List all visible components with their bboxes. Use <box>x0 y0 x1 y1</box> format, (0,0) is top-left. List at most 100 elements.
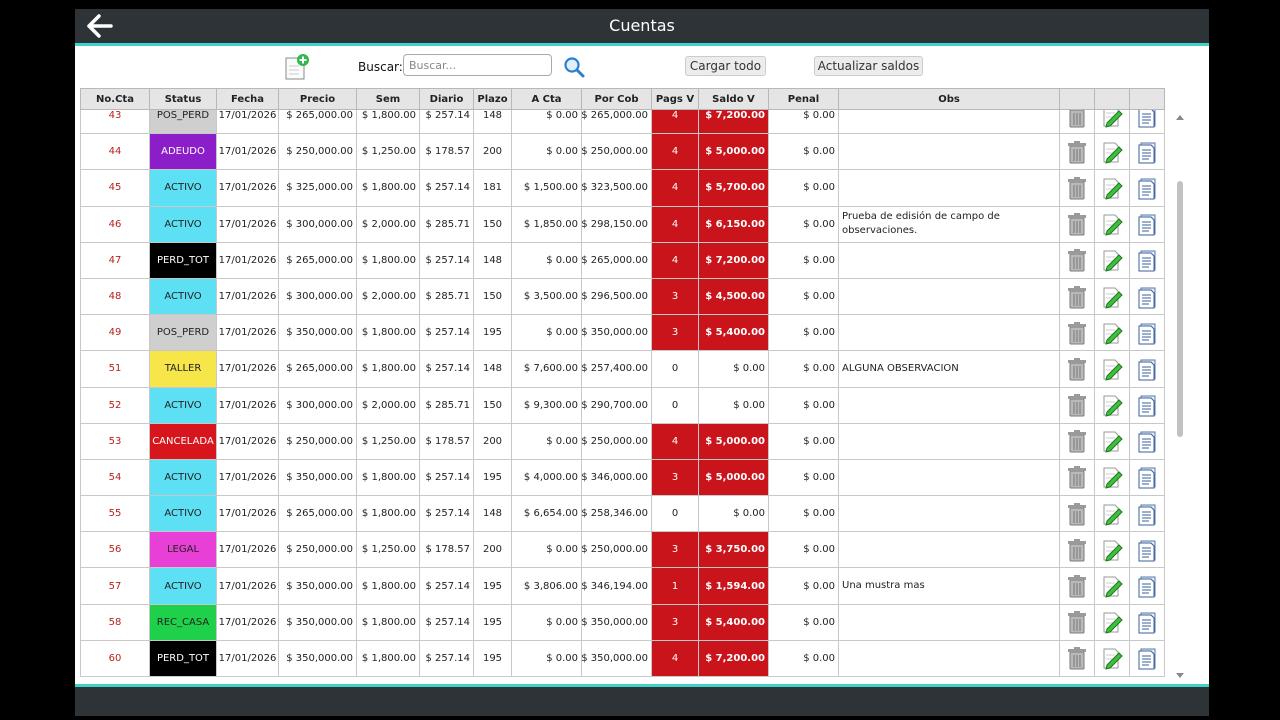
scroll-up-arrow-icon[interactable] <box>1176 115 1184 120</box>
scroll-thumb[interactable] <box>1177 181 1183 437</box>
document-icon[interactable] <box>1130 496 1165 533</box>
trash-icon[interactable] <box>1060 278 1095 316</box>
edit-icon[interactable] <box>1095 278 1130 316</box>
load-all-button[interactable]: Cargar todo <box>685 56 766 76</box>
edit-icon[interactable] <box>1095 134 1130 171</box>
search-icon[interactable] <box>563 56 585 78</box>
trash-icon[interactable] <box>1060 532 1095 569</box>
trash-icon[interactable] <box>1060 640 1095 677</box>
trash-icon[interactable] <box>1060 110 1095 135</box>
document-icon[interactable] <box>1130 459 1165 497</box>
trash-icon[interactable] <box>1060 206 1095 243</box>
edit-icon[interactable] <box>1095 604 1130 641</box>
cell-diario: $ 257.14 <box>420 110 474 135</box>
header-delete[interactable] <box>1060 88 1095 110</box>
edit-icon[interactable] <box>1095 532 1130 569</box>
table-row[interactable]: 53 CANCELADA 17/01/2026 $ 250,000.00 $ 1,250… <box>80 423 1165 460</box>
document-icon[interactable] <box>1130 604 1165 641</box>
document-icon[interactable] <box>1130 134 1165 171</box>
document-icon[interactable] <box>1130 387 1165 424</box>
table-row[interactable]: 48 ACTIVO 17/01/2026 $ 300,000.00 $ 2,000.00… <box>80 278 1165 316</box>
trash-icon[interactable] <box>1060 604 1095 641</box>
table-row[interactable]: 51 TALLER 17/01/2026 $ 265,000.00 $ 1,800.00… <box>80 351 1165 388</box>
new-account-icon[interactable] <box>284 53 310 81</box>
document-icon[interactable] <box>1130 170 1165 207</box>
table-row[interactable]: 43 POS_PERD 17/01/2026 $ 265,000.00 $ 1,800.… <box>80 110 1165 135</box>
document-icon[interactable] <box>1130 242 1165 279</box>
table-row[interactable]: 60 PERD_TOT 17/01/2026 $ 350,000.00 $ 1,800.… <box>80 640 1165 677</box>
trash-icon[interactable] <box>1060 315 1095 352</box>
header-fecha[interactable]: Fecha <box>217 88 279 110</box>
accounts-table[interactable]: 43 POS_PERD 17/01/2026 $ 265,000.00 $ 1,800.… <box>80 110 1166 684</box>
table-row[interactable]: 55 ACTIVO 17/01/2026 $ 265,000.00 $ 1,800.00… <box>80 496 1165 533</box>
document-icon[interactable] <box>1130 568 1165 605</box>
edit-icon[interactable] <box>1095 110 1130 135</box>
document-icon[interactable] <box>1130 423 1165 460</box>
table-row[interactable]: 49 POS_PERD 17/01/2026 $ 350,000.00 $ 1,800.… <box>80 315 1165 352</box>
update-balances-button[interactable]: Actualizar saldos <box>814 56 923 76</box>
edit-icon[interactable] <box>1095 315 1130 352</box>
document-icon[interactable] <box>1130 532 1165 569</box>
trash-icon[interactable] <box>1060 423 1095 460</box>
cell-obs: Una mustra mas <box>839 568 1060 605</box>
search-input[interactable] <box>403 54 552 76</box>
header-obs[interactable]: Obs <box>839 88 1060 110</box>
edit-icon[interactable] <box>1095 242 1130 279</box>
header-por-cob[interactable]: Por Cob <box>582 88 652 110</box>
header-view[interactable] <box>1130 88 1165 110</box>
document-icon[interactable] <box>1130 206 1165 243</box>
cell-obs <box>839 170 1060 207</box>
document-icon[interactable] <box>1130 315 1165 352</box>
scroll-down-arrow-icon[interactable] <box>1176 673 1184 678</box>
table-row[interactable]: 44 ADEUDO 17/01/2026 $ 250,000.00 $ 1,250.00… <box>80 134 1165 171</box>
cell-plazo: 150 <box>474 278 512 316</box>
table-row[interactable]: 58 REC_CASA 17/01/2026 $ 350,000.00 $ 1,800.… <box>80 604 1165 641</box>
table-row[interactable]: 54 ACTIVO 17/01/2026 $ 350,000.00 $ 1,800.00… <box>80 459 1165 497</box>
status-badge: ACTIVO <box>150 568 217 605</box>
header-edit[interactable] <box>1095 88 1130 110</box>
header-saldo-v[interactable]: Saldo V <box>699 88 769 110</box>
edit-icon[interactable] <box>1095 568 1130 605</box>
trash-icon[interactable] <box>1060 170 1095 207</box>
edit-icon[interactable] <box>1095 640 1130 677</box>
edit-icon[interactable] <box>1095 387 1130 424</box>
header-status[interactable]: Status <box>150 88 217 110</box>
edit-icon[interactable] <box>1095 459 1130 497</box>
edit-icon[interactable] <box>1095 496 1130 533</box>
trash-icon[interactable] <box>1060 351 1095 388</box>
document-icon[interactable] <box>1130 351 1165 388</box>
table-row[interactable]: 46 ACTIVO 17/01/2026 $ 300,000.00 $ 2,000.00… <box>80 206 1165 243</box>
header-a-cta[interactable]: A Cta <box>512 88 582 110</box>
header-plazo[interactable]: Plazo <box>474 88 512 110</box>
edit-icon[interactable] <box>1095 170 1130 207</box>
back-arrow-icon[interactable] <box>85 12 115 40</box>
document-icon[interactable] <box>1130 640 1165 677</box>
trash-icon[interactable] <box>1060 496 1095 533</box>
cell-por-cob: $ 350,000.00 <box>582 640 652 677</box>
document-icon[interactable] <box>1130 278 1165 316</box>
table-row[interactable]: 56 LEGAL 17/01/2026 $ 250,000.00 $ 1,250.00 $… <box>80 532 1165 569</box>
edit-icon[interactable] <box>1095 206 1130 243</box>
trash-icon[interactable] <box>1060 459 1095 497</box>
cell-fecha: 17/01/2026 <box>217 315 279 352</box>
header-pags-v[interactable]: Pags V <box>652 88 699 110</box>
document-icon[interactable] <box>1130 110 1165 135</box>
trash-icon[interactable] <box>1060 568 1095 605</box>
table-row[interactable]: 47 PERD_TOT 17/01/2026 $ 265,000.00 $ 1,800.… <box>80 242 1165 279</box>
table-row[interactable]: 45 ACTIVO 17/01/2026 $ 325,000.00 $ 1,800.00… <box>80 170 1165 207</box>
cell-por-cob: $ 346,194.00 <box>582 568 652 605</box>
trash-icon[interactable] <box>1060 242 1095 279</box>
header-precio[interactable]: Precio <box>279 88 357 110</box>
edit-icon[interactable] <box>1095 351 1130 388</box>
cell-penal: $ 0.00 <box>769 206 839 243</box>
table-row[interactable]: 52 ACTIVO 17/01/2026 $ 300,000.00 $ 2,000.00… <box>80 387 1165 424</box>
table-row[interactable]: 57 ACTIVO 17/01/2026 $ 350,000.00 $ 1,800.00… <box>80 568 1165 605</box>
trash-icon[interactable] <box>1060 134 1095 171</box>
header-diario[interactable]: Diario <box>420 88 474 110</box>
trash-icon[interactable] <box>1060 387 1095 424</box>
header-penal[interactable]: Penal <box>769 88 839 110</box>
header-no-cta[interactable]: No.Cta <box>80 88 150 110</box>
cell-precio: $ 350,000.00 <box>279 604 357 641</box>
edit-icon[interactable] <box>1095 423 1130 460</box>
header-sem[interactable]: Sem <box>357 88 420 110</box>
